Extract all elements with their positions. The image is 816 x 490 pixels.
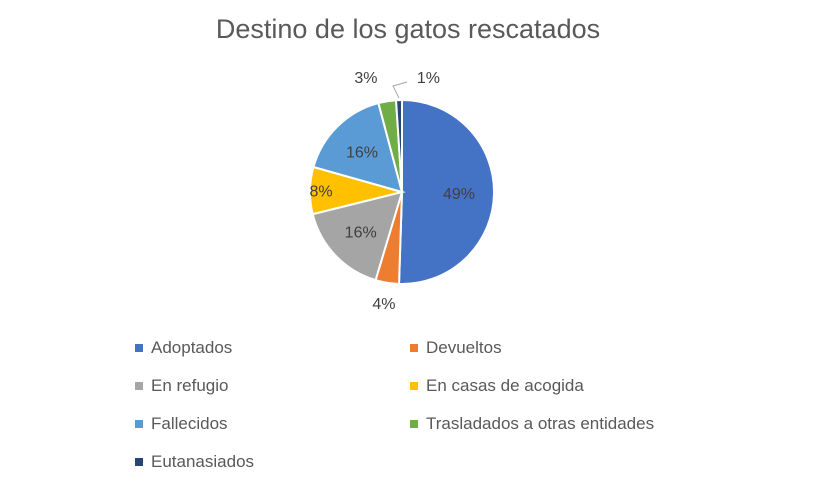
legend-swatch: [410, 382, 418, 390]
legend-label: Trasladados a otras entidades: [426, 414, 655, 433]
legend-item: Trasladados a otras entidades: [410, 413, 654, 435]
leader-line: [392, 81, 408, 99]
data-label: 49%: [443, 186, 475, 203]
legend-item: Eutanasiados: [135, 451, 254, 473]
legend-swatch: [135, 382, 143, 390]
data-label: 4%: [372, 296, 395, 313]
legend-swatch: [135, 420, 143, 428]
legend-swatch: [135, 458, 143, 466]
legend-swatch: [410, 420, 418, 428]
legend-item: Devueltos: [410, 337, 502, 359]
pie-slice-fallecidos: [312, 101, 404, 194]
legend-item: En casas de acogida: [410, 375, 584, 397]
legend-label: Fallecidos: [151, 414, 228, 433]
data-label: 16%: [346, 144, 378, 161]
pie-slice-adoptados: [397, 98, 496, 285]
legend-item: En refugio: [135, 375, 229, 397]
pie-slice-eutanasiados: [394, 98, 403, 193]
pie-slice-en-refugio: [311, 190, 404, 282]
data-label: 1%: [417, 70, 440, 87]
legend-swatch: [135, 344, 143, 352]
legend-label: En casas de acogida: [426, 376, 584, 395]
legend-label: Devueltos: [426, 338, 502, 357]
legend-label: Adoptados: [151, 338, 233, 357]
data-label: 3%: [354, 70, 377, 87]
legend-label: En refugio: [151, 376, 229, 395]
data-label: 16%: [345, 224, 377, 241]
legend-item: Fallecidos: [135, 413, 228, 435]
legend-swatch: [410, 344, 418, 352]
chart-title: Destino de los gatos rescatados: [215, 14, 601, 44]
legend-item: Adoptados: [135, 337, 232, 359]
data-label: 8%: [310, 184, 333, 201]
legend-label: Eutanasiados: [151, 452, 255, 471]
